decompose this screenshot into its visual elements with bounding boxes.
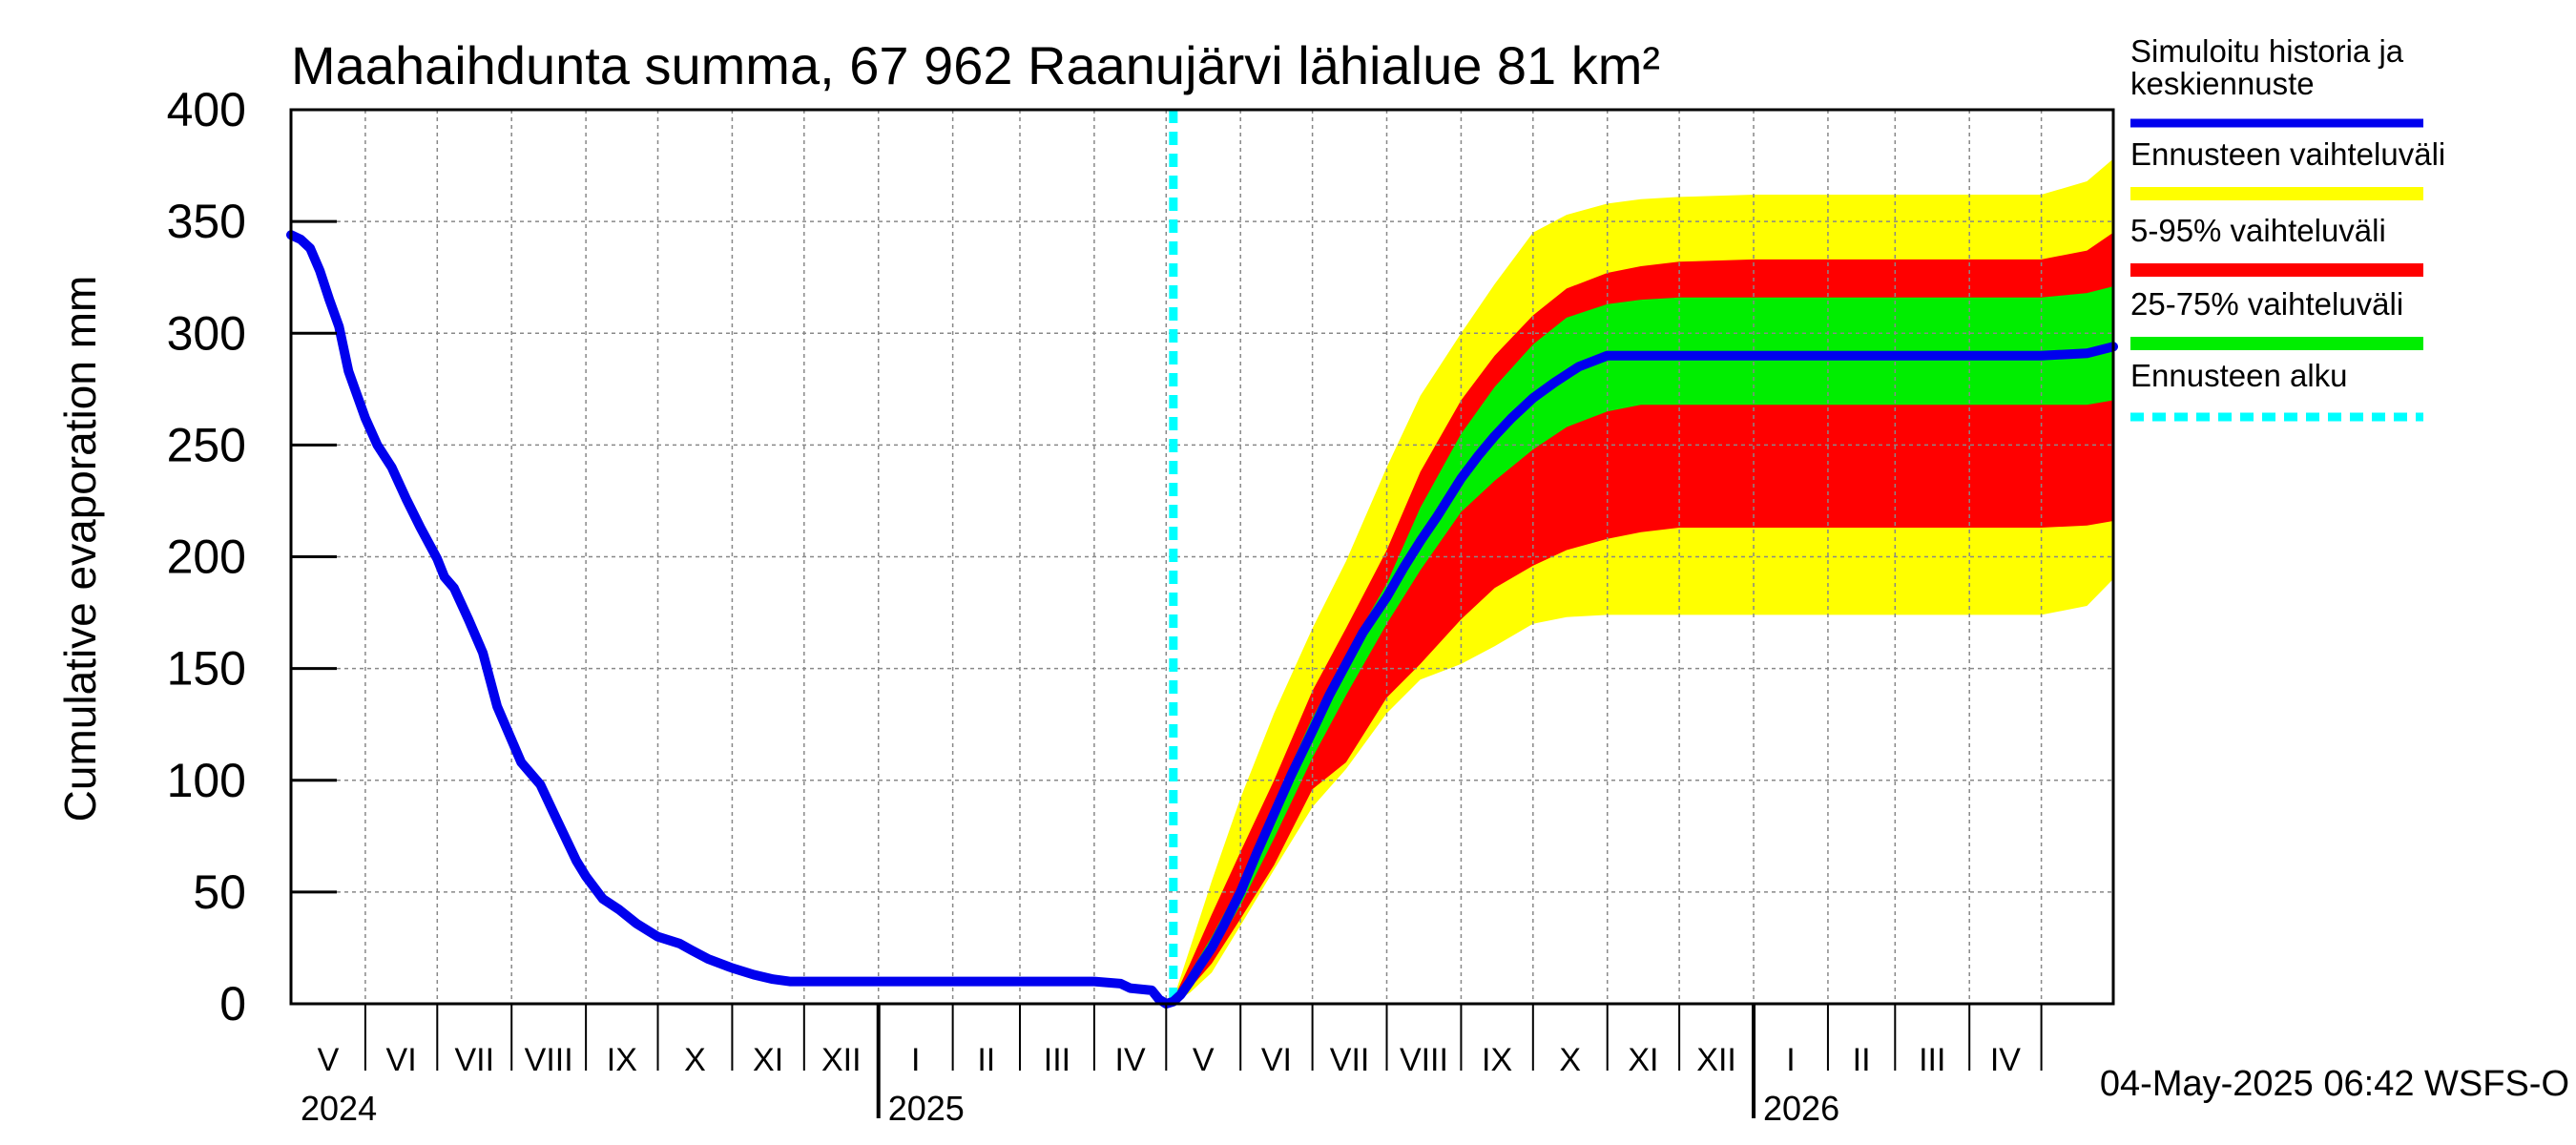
x-month-label: V [1193,1042,1215,1078]
y-tick-label: 200 [167,531,246,584]
y-tick-label: 0 [219,977,246,1030]
x-month-label: VI [1261,1042,1292,1078]
grid [291,110,2113,1004]
y-tick-label: 50 [193,865,246,919]
x-month-label: III [1044,1042,1070,1078]
x-year-label: 2026 [1763,1089,1839,1128]
x-year-label: 2025 [888,1089,965,1128]
x-month-label: XII [821,1042,862,1078]
y-axis-label: Cumulative evaporation mm [55,276,105,822]
legend-label: 5-95% vaihteluväli [2130,213,2386,248]
forecast-bands [1173,158,2113,1005]
x-month-label: V [318,1042,340,1078]
legend-label: Simuloitu historia ja [2130,33,2404,69]
x-month-label: X [684,1042,706,1078]
x-month-label: XI [753,1042,783,1078]
legend-label: Ennusteen vaihteluväli [2130,136,2445,172]
y-tick-label: 100 [167,754,246,807]
y-tick-label: 300 [167,306,246,360]
y-tick-label: 400 [167,83,246,136]
x-month-label: I [1786,1042,1795,1078]
x-month-label: II [1853,1042,1871,1078]
x-month-label: VII [454,1042,494,1078]
x-month-label: VI [386,1042,417,1078]
x-month-label: IV [1990,1042,2021,1078]
x-year-label: 2024 [301,1089,377,1128]
x-month-label: XI [1628,1042,1658,1078]
legend-label: keskiennuste [2130,66,2315,101]
y-tick-label: 250 [167,418,246,471]
band-2 [1173,232,2113,1005]
series-lines [286,230,2118,1009]
legend-label: 25-75% vaihteluväli [2130,286,2403,322]
series-line-1 [286,230,2118,1009]
x-month-label: IV [1115,1042,1146,1078]
x-month-label: VIII [525,1042,573,1078]
footer-timestamp: 04-May-2025 06:42 WSFS-O [2100,1064,2569,1104]
legend-label: Ennusteen alku [2130,358,2348,393]
chart-title: Maahaihdunta summa, 67 962 Raanujärvi lä… [291,35,1660,95]
x-axis: V VI VII VIII IX X XI XII I II III IV V VI VII VIII IX X X… [301,1004,2043,1128]
x-month-label: VIII [1400,1042,1448,1078]
x-month-label: II [977,1042,995,1078]
x-month-label: IX [607,1042,637,1078]
y-axis: 0 50 100 150 200 250 300 350 400 [167,83,337,1030]
y-tick-label: 350 [167,195,246,248]
y-tick-label: 150 [167,642,246,696]
x-month-label: III [1919,1042,1945,1078]
x-month-label: I [911,1042,920,1078]
x-month-label: VII [1330,1042,1370,1078]
x-month-label: XII [1696,1042,1736,1078]
x-month-label: IX [1482,1042,1512,1078]
x-month-label: X [1559,1042,1581,1078]
